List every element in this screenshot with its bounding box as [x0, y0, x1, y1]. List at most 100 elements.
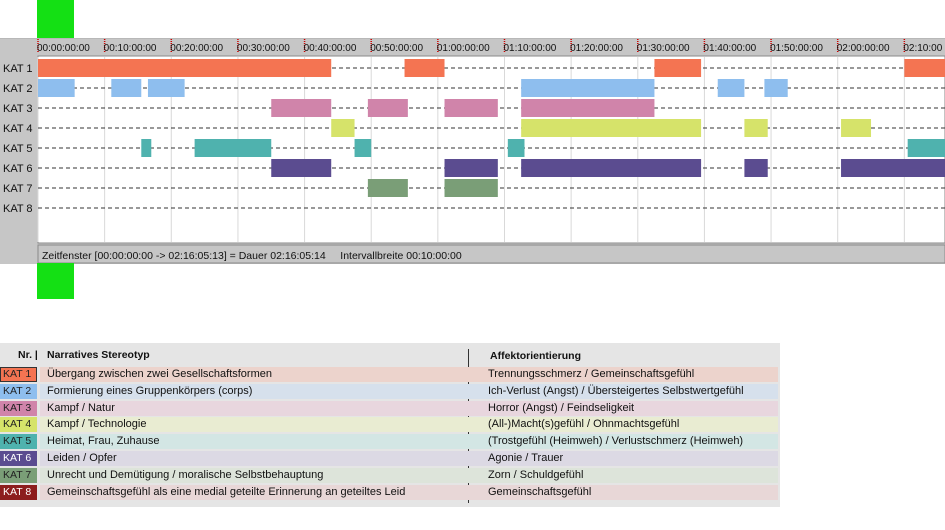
segment-kat-2[interactable]: [111, 79, 142, 97]
row-label-kat-2: KAT 2: [3, 83, 33, 95]
legend-header-affect: Affektorientierung: [490, 350, 582, 362]
segment-kat-4[interactable]: [841, 119, 872, 137]
category-swatch[interactable]: KAT 6: [0, 451, 37, 466]
legend-row-background: [40, 383, 778, 399]
affect-text: Ich-Verlust (Angst) / Übersteigertes Sel…: [488, 384, 744, 397]
affect-text: Zorn / Schuldgefühl: [488, 468, 584, 481]
stereotype-text: Leiden / Opfer: [47, 452, 117, 464]
tick-label: 01:50:00:00: [770, 43, 823, 54]
segment-kat-2[interactable]: [521, 79, 655, 97]
row-label-kat-6: KAT 6: [3, 163, 33, 175]
affect-text: Trennungsschmerz / Gemeinschaftsgefühl: [488, 368, 695, 380]
tick-label: 00:30:00:00: [237, 43, 290, 54]
row-label-kat-8: KAT 8: [3, 203, 33, 215]
affect-text: Horror (Angst) / Feindseligkeit: [488, 401, 635, 414]
segment-kat-3[interactable]: [367, 99, 408, 117]
segment-kat-5[interactable]: [194, 139, 272, 157]
legend-header-stereotype: Narratives Stereotyp: [47, 349, 150, 361]
affect-text: Gemeinschaftsgefühl: [488, 485, 592, 498]
legend-row-background: [40, 451, 778, 466]
segment-kat-3[interactable]: [271, 99, 332, 117]
tick-label: 00:40:00:00: [304, 43, 357, 54]
tick-label: 00:50:00:00: [370, 43, 423, 54]
tick-label: 01:30:00:00: [637, 43, 690, 54]
segment-kat-5[interactable]: [354, 139, 372, 157]
category-swatch[interactable]: KAT 1: [0, 367, 37, 382]
category-swatch[interactable]: KAT 2: [0, 383, 37, 399]
legend-row-background: [40, 400, 778, 416]
affect-text: Agonie / Trauer: [488, 452, 564, 464]
stereotype-text: Formierung eines Gruppenkörpers (corps): [47, 384, 253, 397]
tick-label: 02:00:00:00: [837, 43, 890, 54]
tick-label: 01:10:00:00: [503, 43, 556, 54]
time-marker-top[interactable]: [37, 0, 74, 38]
category-swatch[interactable]: KAT 3: [0, 400, 37, 416]
segment-kat-1[interactable]: [38, 59, 332, 77]
legend-row-background: [40, 467, 778, 483]
segment-kat-2[interactable]: [764, 79, 788, 97]
legend-row: KAT 8 Gemeinschaftsgefühl als eine medial…: [0, 484, 780, 501]
legend-header-nr: Nr. |: [18, 349, 38, 361]
affect-text: (Trostgefühl (Heimweh) / Verlustschmerz …: [488, 435, 744, 448]
stereotype-text: Heimat, Frau, Zuhause: [47, 435, 160, 448]
legend-row: KAT 5 Heimat, Frau, Zuhause (Trostgefühl (…: [0, 434, 780, 450]
category-swatch[interactable]: KAT 4: [0, 417, 37, 433]
segment-kat-2[interactable]: [38, 79, 75, 97]
segment-kat-6[interactable]: [444, 159, 498, 177]
row-label-kat-3: KAT 3: [3, 103, 33, 115]
row-label-kat-4: KAT 4: [3, 123, 33, 135]
legend-row-background: [40, 417, 778, 433]
segment-kat-4[interactable]: [521, 119, 702, 137]
stereotype-text: Kampf / Technologie: [47, 418, 147, 431]
segment-kat-3[interactable]: [521, 99, 655, 117]
segment-kat-4[interactable]: [744, 119, 768, 137]
category-swatch[interactable]: KAT 5: [0, 434, 37, 450]
legend-row: KAT 2 Formierung eines Gruppenkörpers (co…: [0, 383, 780, 400]
row-label-kat-7: KAT 7: [3, 183, 33, 195]
legend-row-background: [40, 484, 778, 500]
segment-kat-1[interactable]: [404, 59, 445, 77]
segment-kat-5[interactable]: [141, 139, 152, 157]
segment-kat-3[interactable]: [444, 99, 498, 117]
segment-kat-2[interactable]: [717, 79, 745, 97]
legend-row: KAT 1 Übergang zwischen zwei Gesellschaft…: [0, 367, 780, 383]
segment-kat-5[interactable]: [907, 139, 945, 157]
segment-kat-6[interactable]: [271, 159, 332, 177]
segment-kat-7[interactable]: [367, 179, 408, 197]
timeline-chart: 00:00:00:00 00:10:00:00 00:20:00:00 00:30:0…: [3, 39, 945, 264]
timeline-panel: 00:00:00:00 00:10:00:00 00:20:00:00 00:30:0…: [0, 38, 945, 264]
legend-row: KAT 3 Kampf / Natur Horror (Angst) / Feind…: [0, 400, 780, 417]
segment-kat-2[interactable]: [147, 79, 185, 97]
tick-label: 01:20:00:00: [570, 43, 623, 54]
row-label-kat-5: KAT 5: [3, 143, 33, 155]
legend-row-background: [40, 434, 778, 450]
row-label-kat-1: KAT 1: [3, 63, 33, 75]
segment-kat-6[interactable]: [841, 159, 945, 177]
status-bar: [37, 244, 945, 264]
affect-text: (All-)Macht(s)gefühl / Ohnmachtsgefühl: [488, 418, 680, 431]
segment-kat-6[interactable]: [744, 159, 768, 177]
legend-row: KAT 4 Kampf / Technologie (All-)Macht(s)ge…: [0, 417, 780, 433]
stereotype-text: Unrecht und Demütigung / moralische Selb…: [47, 468, 324, 481]
tick-label: 00:00:00:00: [37, 43, 90, 54]
status-text: Zeitfenster [00:00:00:00 -> 02:16:05:13]…: [42, 250, 462, 262]
segment-kat-4[interactable]: [331, 119, 355, 137]
segment-kat-6[interactable]: [521, 159, 702, 177]
category-swatch[interactable]: KAT 8: [0, 484, 37, 500]
tick-label: 00:20:00:00: [170, 43, 223, 54]
stereotype-text: Übergang zwischen zwei Gesellschaftsform…: [47, 368, 272, 380]
tick-label: 01:00:00:00: [437, 43, 490, 54]
category-swatch[interactable]: KAT 7: [0, 467, 37, 483]
time-marker-bottom[interactable]: [37, 263, 74, 299]
legend-row: KAT 7 Unrecht und Demütigung / moralische…: [0, 467, 780, 484]
segment-kat-5[interactable]: [507, 139, 525, 157]
legend-row-background: [40, 367, 778, 382]
tick-label: 00:10:00:00: [104, 43, 157, 54]
category-legend: Nr. | Narratives Stereotyp Affektorienti…: [0, 343, 780, 507]
legend-row: KAT 6 Leiden / Opfer Agonie / Trauer: [0, 451, 780, 467]
segment-kat-7[interactable]: [444, 179, 498, 197]
tick-label: 01:40:00:00: [703, 43, 756, 54]
segment-kat-1[interactable]: [654, 59, 702, 77]
segment-kat-1[interactable]: [904, 59, 945, 77]
stereotype-text: Kampf / Natur: [47, 401, 115, 414]
